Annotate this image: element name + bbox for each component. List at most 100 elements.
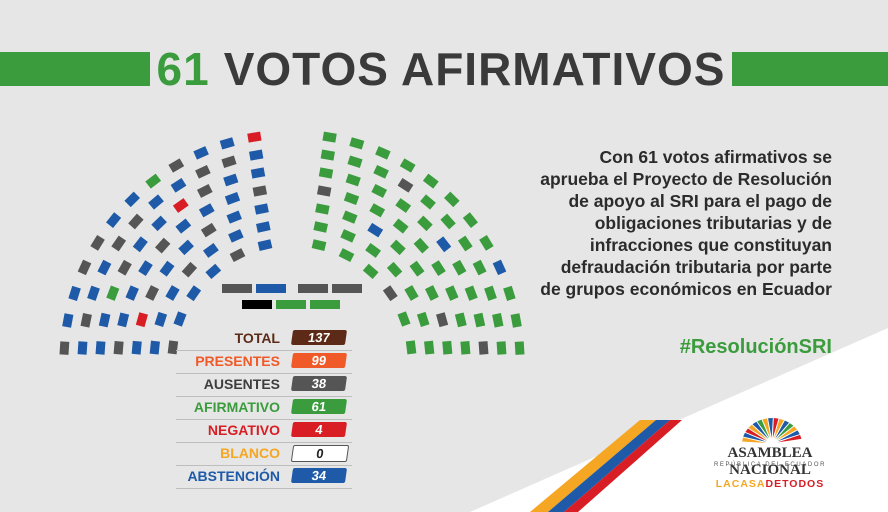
seat [223,190,242,207]
seat [317,166,335,180]
stat-label: AFIRMATIVO [193,399,280,415]
seat [247,148,265,162]
vote-stats-table: TOTAL 137 PRESENTES 99 AUSENTES 38 AFIRMATIVO 6… [176,328,352,489]
seat [201,241,221,260]
seat [337,246,356,264]
seat [143,172,163,191]
seat [221,172,240,188]
seat [422,339,436,356]
seat [312,220,330,234]
slogan-part2: DETODOS [765,478,825,490]
seat [396,310,412,328]
stat-value: 34 [290,468,348,483]
seat [225,209,244,225]
seat [509,312,523,329]
stat-row-total: TOTAL 137 [176,328,352,351]
seat [367,201,387,219]
seat [228,246,247,264]
seat [104,284,121,303]
seat [149,214,169,233]
seat [58,340,71,356]
seat [453,311,468,329]
stat-label: AUSENTES [203,376,280,392]
seat [192,144,211,161]
seat [471,258,488,277]
stat-row-negativo: NEGATIVO 4 [176,420,352,443]
seat [418,192,438,212]
title-band-left [0,52,150,86]
seat [148,339,162,356]
seat [319,148,337,162]
seat [193,163,213,180]
stat-row-afirmativo: AFIRMATIVO 61 [176,397,352,420]
seat [402,283,421,303]
page-title: 61 VOTOS AFIRMATIVOS [150,38,732,100]
seat [153,236,172,255]
stripe-blue [548,420,670,512]
hashtag[interactable]: #ResoluciónSRI [679,336,832,358]
seat [429,258,448,278]
seat [76,340,89,356]
seat [404,339,418,356]
seat [434,235,453,254]
seat [412,236,431,255]
seat [116,311,131,329]
seat [167,156,186,175]
stat-label: BLANCO [220,445,280,461]
logo-slogan: LACASADETODOS [696,478,844,490]
seat [339,227,358,244]
seat [370,182,389,200]
seat [501,284,517,303]
presidency-seat [276,300,306,309]
seat [97,311,112,329]
seat [134,310,150,329]
stat-value: 0 [290,445,350,462]
seat [136,258,155,278]
seat [96,258,113,277]
seat [109,234,128,253]
seat [226,227,245,244]
seat [195,182,214,200]
seat [313,202,331,216]
seat [174,217,193,236]
seat [461,210,480,230]
seat [130,339,143,356]
title-band-right [732,52,888,86]
seat [385,260,404,279]
seat [396,176,415,194]
seat [459,339,472,356]
seat [146,192,166,212]
stat-value: 137 [290,330,348,345]
seat [158,259,176,279]
seat [251,184,269,198]
seat [220,154,238,170]
seat [321,130,338,144]
corner-decoration [470,328,888,512]
stripe-red [564,420,682,512]
presidency-seat [310,300,340,309]
seat [438,212,458,231]
seat [423,283,441,303]
presidency-seat [256,284,286,293]
seat [443,284,460,303]
seat [346,154,364,170]
seat [348,135,366,151]
seat [197,201,217,219]
seat [315,184,333,198]
seat [253,202,271,216]
seat [88,233,107,253]
seat [363,241,383,260]
seat [365,221,385,239]
presidency-seat [222,284,252,293]
seat [131,235,150,254]
asamblea-logo-icon [742,418,802,443]
seat [398,156,417,175]
seat [342,190,361,207]
slogan-part1: LACASA [715,478,766,490]
seat [76,258,93,277]
stat-row-presentes: PRESENTES 99 [176,351,352,374]
seat [371,163,391,180]
seat [421,172,441,191]
seat [169,176,188,194]
seat [153,310,169,329]
